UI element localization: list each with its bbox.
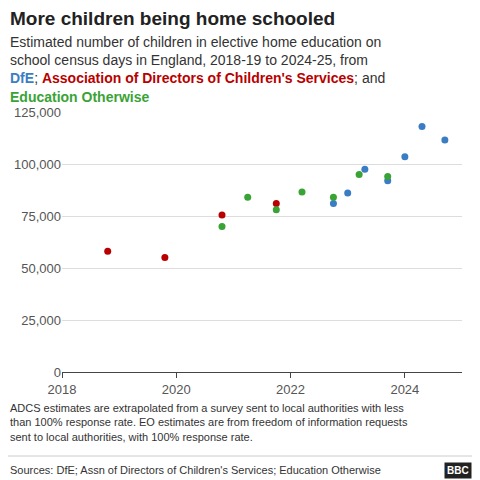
svg-text:Estimated number of children i: Estimated number of children in elective… bbox=[10, 34, 385, 105]
svg-text:50,000: 50,000 bbox=[21, 261, 61, 276]
svg-text:More children being home schoo: More children being home schooled bbox=[10, 8, 335, 29]
svg-text:Sources: DfE; Assn of Director: Sources: DfE; Assn of Directors of Child… bbox=[10, 464, 381, 476]
svg-text:2018: 2018 bbox=[48, 382, 77, 397]
svg-text:ADCS estimates are extrapolate: ADCS estimates are extrapolated from a s… bbox=[10, 402, 408, 443]
svg-text:BBC: BBC bbox=[447, 465, 469, 476]
svg-text:125,000: 125,000 bbox=[14, 105, 61, 120]
svg-text:2020: 2020 bbox=[162, 382, 191, 397]
svg-text:75,000: 75,000 bbox=[21, 209, 61, 224]
svg-text:100,000: 100,000 bbox=[14, 157, 61, 172]
svg-text:25,000: 25,000 bbox=[21, 313, 61, 328]
svg-text:0: 0 bbox=[54, 365, 61, 380]
svg-text:2024: 2024 bbox=[390, 382, 419, 397]
svg-text:2022: 2022 bbox=[276, 382, 305, 397]
